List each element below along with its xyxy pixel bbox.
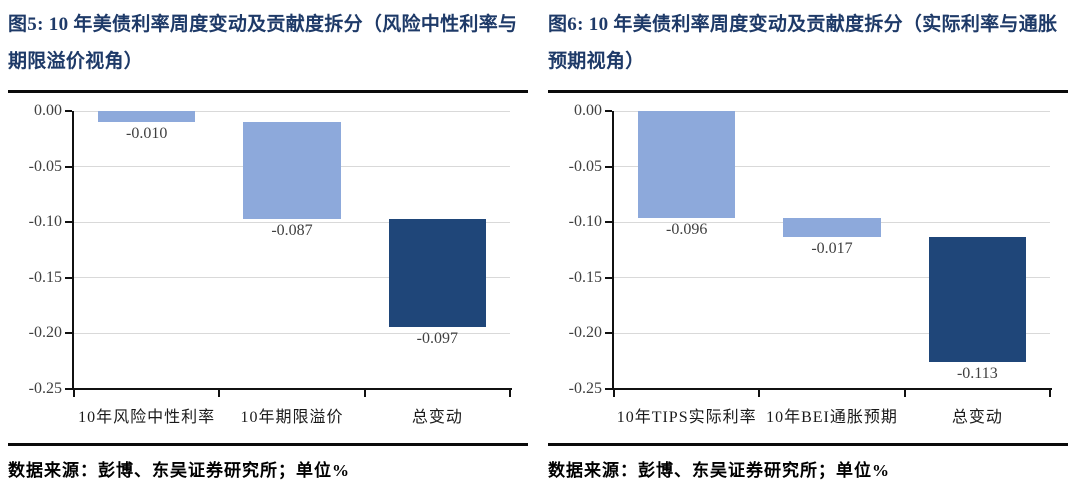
gridline (614, 332, 1050, 334)
y-tick (605, 221, 612, 224)
plot-area: 0.00 -0.05 -0.10 -0.15 -0.20 -0.25 -0.010 10年风险… (29, 102, 512, 426)
source-note: 数据来源：彭博、东吴证券研究所；单位% (548, 461, 890, 480)
bar-value-label: -0.010 (125, 125, 168, 143)
x-tick (509, 390, 511, 397)
title-divider (8, 90, 528, 93)
x-tick (1049, 390, 1051, 397)
gridline (74, 110, 510, 112)
bar (783, 217, 881, 237)
y-tick-label: 0.00 (34, 102, 62, 119)
y-tick-label: 0.00 (574, 102, 602, 119)
x-tick (903, 390, 906, 397)
x-tick (613, 390, 615, 397)
gridline (614, 277, 1050, 279)
title-divider (548, 90, 1068, 93)
y-tick-label: -0.25 (28, 380, 62, 397)
bar (637, 111, 736, 218)
y-tick (605, 165, 612, 168)
y-tick-label: -0.25 (568, 380, 602, 397)
bar-value-label: -0.017 (811, 239, 853, 257)
y-tick (605, 110, 612, 112)
category-label: 10年BEI通胀预期 (766, 409, 898, 426)
y-axis-line (612, 111, 614, 390)
x-tick (218, 390, 221, 397)
bar-value-label: -0.087 (271, 221, 313, 239)
y-tick-label: -0.10 (568, 213, 602, 231)
source-note: 数据来源：彭博、东吴证券研究所；单位% (8, 461, 350, 480)
chart: 0.00 -0.05 -0.10 -0.15 -0.20 -0.25 -0.096 10年TI… (548, 93, 1068, 437)
y-tick-label: -0.15 (28, 268, 62, 286)
y-tick (65, 276, 72, 279)
bar-value-label: -0.113 (956, 365, 998, 383)
source-divider (548, 443, 1068, 446)
gridline (614, 166, 1050, 168)
figure-title: 图6: 10 年美债利率周度变动及贡献度拆分（实际利率与通胀预期视角） (548, 14, 1058, 72)
figure-title: 图5: 10 年美债利率周度变动及贡献度拆分（风险中性利率与期限溢价视角） (8, 14, 518, 72)
plot-area: 0.00 -0.05 -0.10 -0.15 -0.20 -0.25 -0.096 10年TI… (569, 102, 1052, 426)
y-tick (65, 110, 72, 112)
y-tick (65, 332, 72, 335)
y-tick-label: -0.10 (28, 213, 62, 231)
chart: 0.00 -0.05 -0.10 -0.15 -0.20 -0.25 -0.010 10年风险… (8, 93, 528, 437)
category-label: 总变动 (411, 409, 463, 426)
figure-panel-6: 图6: 10 年美债利率周度变动及贡献度拆分（实际利率与通胀预期视角） 0.00… (540, 0, 1080, 481)
category-label: 10年期限溢价 (240, 409, 344, 426)
gridline (614, 110, 1050, 112)
bar (243, 122, 341, 219)
x-tick (758, 390, 761, 397)
category-label: 总变动 (951, 409, 1003, 426)
y-axis-line (72, 111, 74, 390)
y-tick (605, 388, 612, 390)
x-axis-line (612, 388, 1052, 390)
bar (388, 218, 486, 327)
x-axis-line (72, 388, 512, 390)
gridline (74, 221, 510, 223)
y-tick (65, 388, 72, 390)
y-tick (65, 165, 72, 168)
y-tick (65, 221, 72, 224)
x-tick (363, 390, 366, 397)
x-tick (73, 390, 75, 397)
y-tick-label: -0.20 (28, 324, 62, 342)
y-tick (605, 332, 612, 335)
y-tick-label: -0.05 (28, 157, 62, 175)
y-tick-label: -0.20 (568, 324, 602, 342)
bar-value-label: -0.096 (665, 220, 708, 238)
category-label: 10年TIPS实际利率 (616, 409, 757, 426)
bar (97, 111, 196, 123)
y-tick-label: -0.15 (568, 268, 602, 286)
y-tick (605, 276, 612, 279)
bar (928, 236, 1026, 363)
bar-value-label: -0.097 (416, 329, 458, 347)
category-label: 10年风险中性利率 (78, 409, 216, 426)
gridline (74, 332, 510, 334)
y-tick-label: -0.05 (568, 157, 602, 175)
figure-panel-5: 图5: 10 年美债利率周度变动及贡献度拆分（风险中性利率与期限溢价视角） 0.… (0, 0, 540, 481)
source-divider (8, 443, 528, 446)
gridline (74, 277, 510, 279)
